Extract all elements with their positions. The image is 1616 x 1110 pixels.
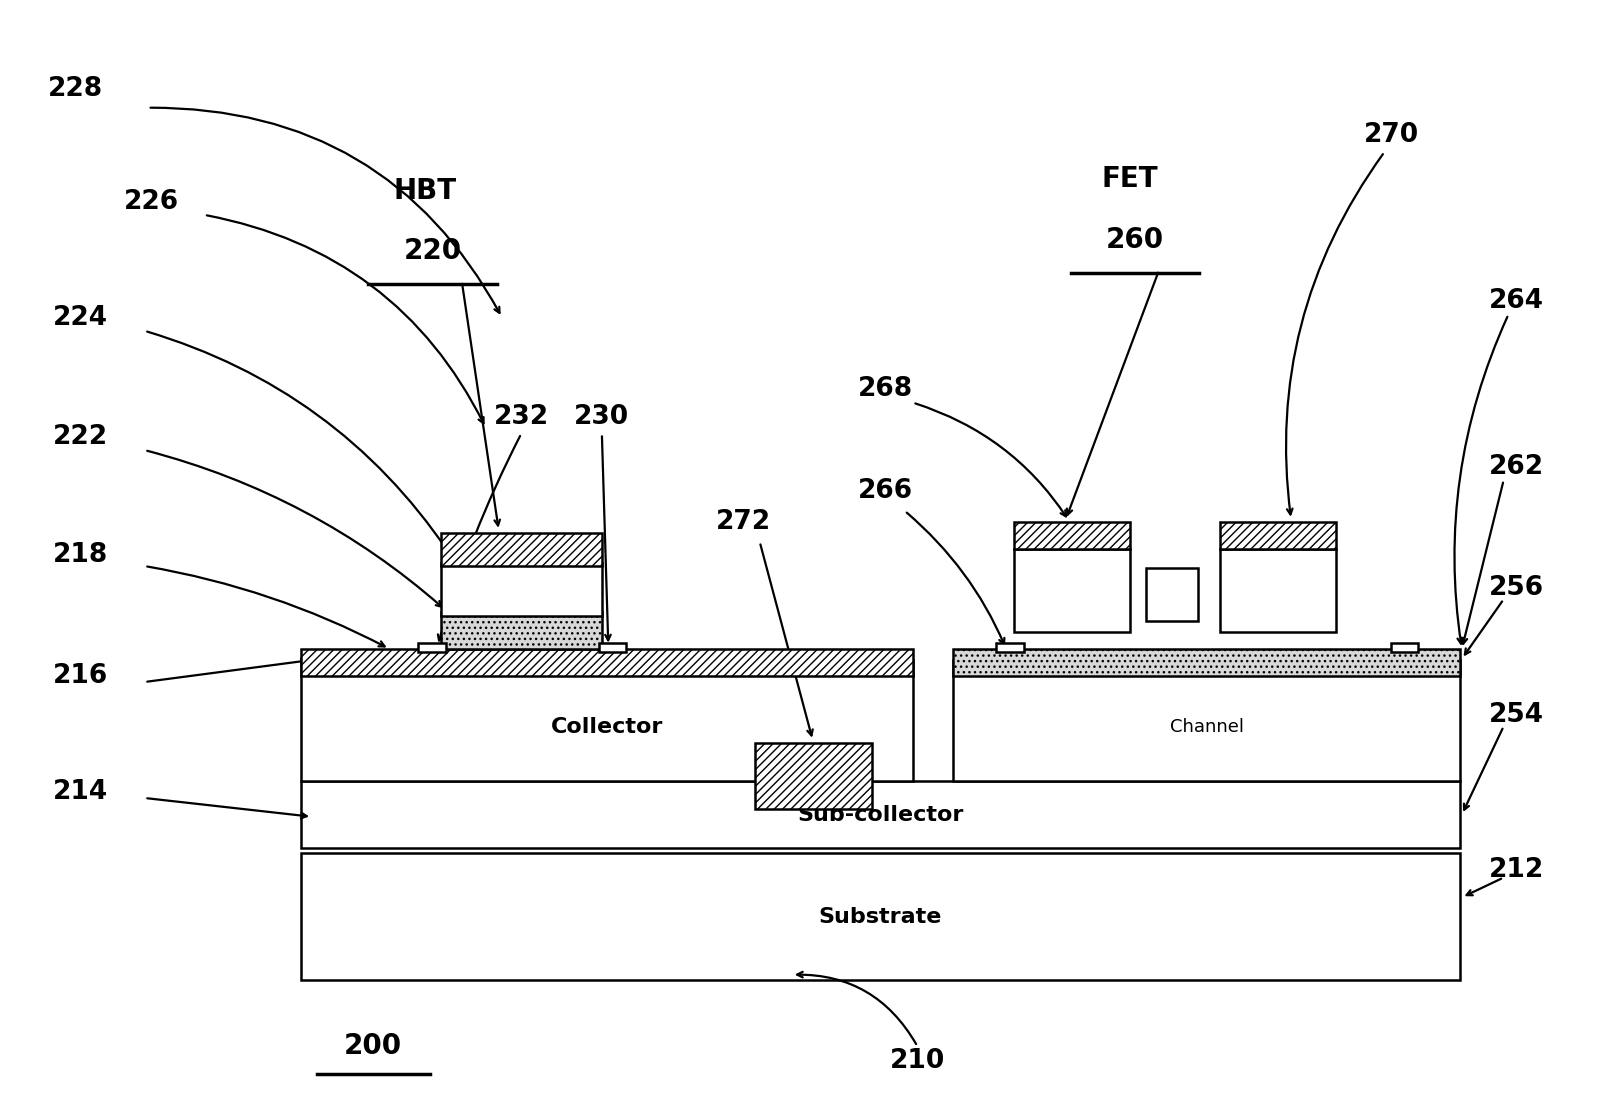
Bar [301, 649, 913, 676]
Text: 264: 264 [1488, 287, 1545, 314]
Bar [997, 644, 1025, 653]
Text: 256: 256 [1488, 575, 1545, 602]
Text: 232: 232 [494, 404, 549, 430]
Bar [598, 644, 625, 653]
Bar [301, 781, 1461, 848]
Text: 214: 214 [52, 779, 108, 806]
Bar [1220, 522, 1336, 549]
Text: 262: 262 [1488, 454, 1545, 480]
Text: 268: 268 [858, 376, 913, 402]
Text: 226: 226 [123, 189, 178, 214]
Text: 200: 200 [344, 1032, 402, 1060]
Text: 270: 270 [1364, 122, 1419, 149]
Text: 218: 218 [52, 542, 108, 568]
Bar [441, 533, 601, 566]
Bar [1146, 568, 1197, 622]
Bar [755, 743, 873, 809]
Bar [301, 854, 1461, 980]
Text: 260: 260 [1105, 226, 1164, 254]
Bar [1220, 549, 1336, 633]
Bar [419, 644, 446, 653]
Text: 230: 230 [574, 404, 629, 430]
Bar [1015, 522, 1130, 549]
Text: 266: 266 [858, 478, 913, 504]
Text: Collector: Collector [551, 717, 663, 737]
Bar [953, 649, 1461, 676]
Text: 224: 224 [53, 304, 108, 331]
Bar [953, 660, 1461, 781]
Bar [441, 613, 601, 649]
Bar [1015, 549, 1130, 633]
Text: 210: 210 [890, 1048, 945, 1073]
Bar [301, 660, 913, 781]
Text: Channel: Channel [1170, 718, 1244, 736]
Text: HBT: HBT [393, 176, 456, 204]
Text: 220: 220 [404, 238, 462, 265]
Text: 222: 222 [52, 424, 108, 450]
Text: 216: 216 [52, 664, 108, 689]
Text: 272: 272 [716, 508, 771, 535]
Text: 228: 228 [48, 75, 103, 102]
Bar [441, 563, 601, 616]
Text: Sub-collector: Sub-collector [797, 805, 963, 825]
Text: Substrate: Substrate [819, 907, 942, 927]
Bar [1391, 644, 1419, 653]
Text: 254: 254 [1488, 703, 1545, 728]
Text: FET: FET [1102, 165, 1159, 193]
Text: 212: 212 [1488, 857, 1545, 882]
